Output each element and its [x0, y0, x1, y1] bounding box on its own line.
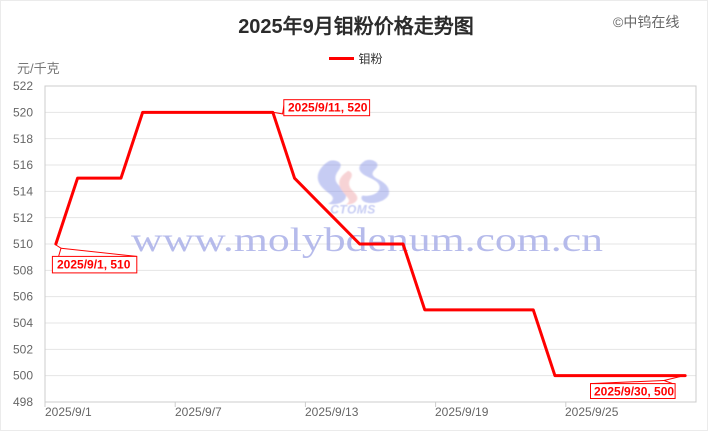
- svg-text:2025/9/13: 2025/9/13: [305, 405, 359, 419]
- svg-text:2025/9/1: 2025/9/1: [45, 405, 92, 419]
- svg-text:522: 522: [13, 79, 33, 93]
- svg-text:CTOMS: CTOMS: [330, 203, 376, 217]
- svg-text:498: 498: [13, 395, 33, 409]
- svg-text:520: 520: [13, 106, 33, 120]
- svg-text:516: 516: [13, 158, 33, 172]
- svg-text:2025/9/25: 2025/9/25: [565, 405, 619, 419]
- svg-text:2025/9/11, 520: 2025/9/11, 520: [288, 101, 368, 115]
- svg-text:506: 506: [13, 290, 33, 304]
- svg-text:518: 518: [13, 132, 33, 146]
- svg-text:2025/9/19: 2025/9/19: [435, 405, 489, 419]
- svg-text:502: 502: [13, 342, 33, 356]
- svg-text:504: 504: [13, 316, 33, 330]
- svg-text:500: 500: [13, 369, 33, 383]
- svg-text:510: 510: [13, 237, 33, 251]
- svg-text:2025/9/7: 2025/9/7: [175, 405, 222, 419]
- svg-text:512: 512: [13, 211, 33, 225]
- svg-text:514: 514: [13, 184, 33, 198]
- svg-text:508: 508: [13, 263, 33, 277]
- svg-text:2025/9/30, 500: 2025/9/30, 500: [594, 384, 674, 398]
- svg-text:www.molybdenum.com.cn: www.molybdenum.com.cn: [131, 222, 603, 259]
- svg-text:2025/9/1, 510: 2025/9/1, 510: [57, 258, 131, 272]
